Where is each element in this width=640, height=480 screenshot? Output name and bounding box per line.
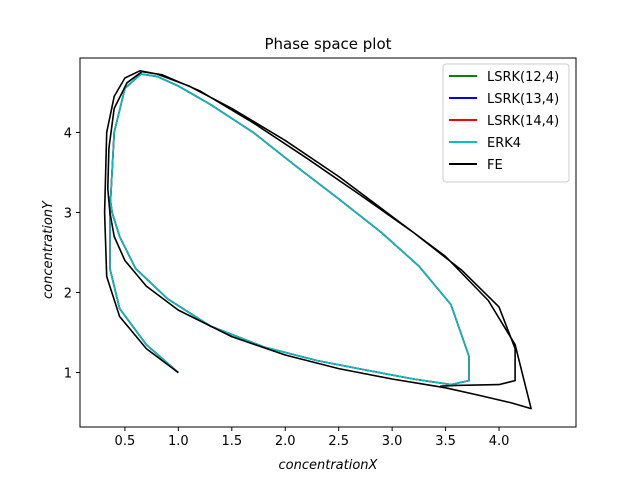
x-tick-label: 1.5: [221, 434, 242, 449]
legend-label-2: LSRK(14,4): [487, 114, 559, 129]
y-axis-ticks: 1 2 3 4: [64, 126, 80, 382]
y-tick-label: 1: [64, 367, 72, 382]
x-tick-label: 0.5: [115, 434, 136, 449]
x-tick-label: 3.5: [435, 434, 456, 449]
x-tick-label: 2.0: [275, 434, 296, 449]
series-line-0: [109, 73, 470, 386]
x-tick-label: 4.0: [489, 434, 510, 449]
axes-frame: [79, 57, 577, 428]
chart-title: Phase space plot: [264, 35, 391, 53]
plot-area: 0.5 1.0 1.5 2.0 2.5 3.0 3.5 4.0 1 2 3 4: [64, 57, 577, 449]
y-axis-label: concentrationY: [41, 200, 56, 299]
series-line-2: [109, 73, 470, 386]
series-line-4: [103, 70, 532, 410]
y-tick-label: 3: [64, 206, 72, 221]
legend-label-1: LSRK(13,4): [487, 92, 559, 107]
x-tick-label: 3.0: [382, 434, 403, 449]
x-tick-label: 2.5: [328, 434, 349, 449]
series-layer: [103, 70, 532, 410]
x-axis-ticks: 0.5 1.0 1.5 2.0 2.5 3.0 3.5 4.0: [115, 427, 510, 449]
series-line-1: [109, 73, 470, 386]
x-tick-label: 1.0: [168, 434, 189, 449]
legend-label-0: LSRK(12,4): [487, 70, 559, 85]
legend-label-3: ERK4: [487, 136, 521, 151]
series-line-3: [109, 73, 470, 386]
y-tick-label: 4: [64, 126, 72, 141]
x-axis-label: concentrationX: [279, 458, 379, 473]
legend-label-4: FE: [487, 158, 503, 173]
legend-box: [442, 63, 570, 183]
y-tick-label: 2: [64, 287, 72, 302]
legend: LSRK(12,4) LSRK(13,4) LSRK(14,4) ERK4 FE: [442, 63, 570, 183]
